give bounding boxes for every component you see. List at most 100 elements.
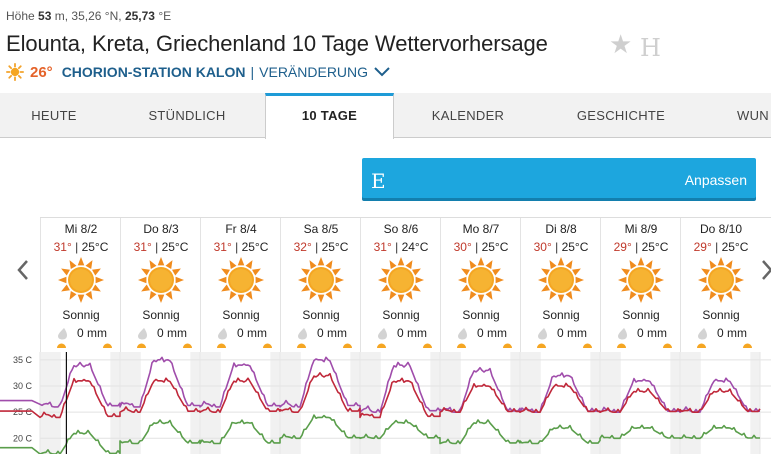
raindrop-icon bbox=[298, 328, 307, 340]
customize-glyph: E bbox=[371, 169, 386, 193]
precip-amount: 0 mm bbox=[397, 326, 427, 340]
sun-icon bbox=[538, 257, 584, 303]
high-temp: 30° bbox=[453, 240, 472, 254]
sunset-icon bbox=[743, 343, 752, 348]
temperature-chart: 35 C 30 C 25 C 20 C bbox=[0, 352, 771, 454]
sunrise-icon bbox=[377, 343, 386, 348]
day-temps: 31° | 25°C bbox=[121, 240, 201, 254]
night-band bbox=[120, 352, 141, 454]
condition: Sonnig bbox=[702, 308, 740, 322]
night-band bbox=[670, 352, 680, 454]
forecast-day[interactable]: So 8/6 31° | 24°C Sonnig 0 mm bbox=[360, 218, 440, 353]
low-temp: 25°C bbox=[241, 240, 269, 254]
temp-separator: | bbox=[75, 240, 82, 254]
sunrise-icon bbox=[217, 343, 226, 348]
y-tick-label: 25 C bbox=[13, 407, 33, 417]
precipitation: 0 mm bbox=[617, 326, 677, 340]
high-temp: 32° bbox=[293, 240, 312, 254]
favorite-star-icon[interactable]: ★ bbox=[609, 29, 633, 59]
tab-geschichte[interactable]: GESCHICHTE bbox=[576, 108, 666, 123]
precip-amount: 0 mm bbox=[317, 326, 347, 340]
precipitation: 0 mm bbox=[697, 326, 757, 340]
chevron-left-icon[interactable] bbox=[16, 259, 30, 281]
forecast-days: Mi 8/2 31° | 25°C Sonnig 0 mm Do 8/3 31°… bbox=[40, 217, 771, 353]
precipitation: 0 mm bbox=[297, 326, 357, 340]
sunset-icon bbox=[583, 343, 592, 348]
y-tick-label: 35 C bbox=[13, 355, 33, 365]
customize-button[interactable]: Anpassen bbox=[684, 172, 747, 188]
forecast-day[interactable]: Mi 8/2 31° | 25°C Sonnig 0 mm bbox=[40, 218, 120, 353]
elevation-value: 53 bbox=[38, 9, 52, 23]
day-name: Mo 8/7 bbox=[462, 222, 500, 236]
night-band bbox=[110, 352, 120, 454]
sunset-icon bbox=[103, 343, 112, 348]
night-band bbox=[360, 352, 381, 454]
day-temps: 31° | 25°C bbox=[201, 240, 281, 254]
low-temp: 25°C bbox=[641, 240, 669, 254]
night-band bbox=[750, 352, 760, 454]
sunset-icon bbox=[663, 343, 672, 348]
temperature-series-line bbox=[0, 414, 760, 454]
forecast-day[interactable]: Do 8/10 29° | 25°C Sonnig 0 mm bbox=[680, 218, 760, 353]
sun-icon bbox=[218, 257, 264, 303]
low-temp: 24°C bbox=[401, 240, 429, 254]
temp-separator: | bbox=[555, 240, 562, 254]
temperature-series-line bbox=[0, 372, 761, 419]
low-temp: 25°C bbox=[81, 240, 109, 254]
elevation-label: Höhe bbox=[6, 9, 35, 23]
condition: Sonnig bbox=[142, 308, 180, 322]
day-temps: 29° | 25°C bbox=[601, 240, 681, 254]
tab-heute[interactable]: HEUTE bbox=[31, 108, 77, 123]
high-temp: 31° bbox=[373, 240, 392, 254]
high-temp: 31° bbox=[53, 240, 72, 254]
high-temp: 29° bbox=[693, 240, 712, 254]
forecast-day[interactable]: Di 8/8 30° | 25°C Sonnig 0 mm bbox=[520, 218, 600, 353]
precipitation: 0 mm bbox=[537, 326, 597, 340]
change-station-link[interactable]: VERÄNDERUNG bbox=[259, 64, 369, 80]
customize-bar[interactable]: E Anpassen bbox=[362, 158, 756, 198]
day-temps: 31° | 25°C bbox=[41, 240, 121, 254]
chevron-right-icon[interactable] bbox=[760, 259, 771, 281]
current-temperature: 26° bbox=[30, 63, 53, 81]
tab-wunderground[interactable]: WUN bbox=[737, 108, 769, 123]
forecast-day[interactable]: Do 8/3 31° | 25°C Sonnig 0 mm bbox=[120, 218, 200, 353]
y-tick-label: 20 C bbox=[13, 433, 33, 443]
condition: Sonnig bbox=[302, 308, 340, 322]
temp-separator: | bbox=[635, 240, 642, 254]
forecast-day[interactable]: Mi 8/9 29° | 25°C Sonnig 0 mm bbox=[600, 218, 680, 353]
sunset-icon bbox=[263, 343, 272, 348]
day-temps: 31° | 24°C bbox=[361, 240, 441, 254]
forecast-day[interactable]: Fr 8/4 31° | 25°C Sonnig 0 mm bbox=[200, 218, 280, 353]
day-name: Do 8/10 bbox=[699, 222, 743, 236]
separator: | bbox=[250, 64, 255, 80]
condition: Sonnig bbox=[462, 308, 500, 322]
tab-stuendlich[interactable]: STÜNDLICH bbox=[148, 108, 226, 123]
sunrise-icon bbox=[297, 343, 306, 348]
condition: Sonnig bbox=[222, 308, 260, 322]
precip-amount: 0 mm bbox=[477, 326, 507, 340]
high-temp: 29° bbox=[613, 240, 632, 254]
day-name: Mi 8/2 bbox=[64, 222, 98, 236]
sun-icon bbox=[378, 257, 424, 303]
raindrop-icon bbox=[698, 328, 707, 340]
forecast-day[interactable]: Sa 8/5 32° | 25°C Sonnig 0 mm bbox=[280, 218, 360, 353]
chevron-down-icon[interactable] bbox=[374, 67, 390, 77]
tab-bar: HEUTE STÜNDLICH 10 TAGE KALENDER GESCHIC… bbox=[0, 93, 771, 139]
condition: Sonnig bbox=[382, 308, 420, 322]
latitude: 35,26 °N, bbox=[71, 9, 122, 23]
tab-10-tage[interactable]: 10 TAGE bbox=[265, 93, 394, 139]
night-band bbox=[510, 352, 520, 454]
raindrop-icon bbox=[538, 328, 547, 340]
forecast-day[interactable]: Mo 8/7 30° | 25°C Sonnig 0 mm bbox=[440, 218, 520, 353]
night-band bbox=[280, 352, 301, 454]
low-temp: 25°C bbox=[161, 240, 189, 254]
low-temp: 25°C bbox=[721, 240, 749, 254]
longitude-unit: °E bbox=[158, 9, 172, 23]
condition: Sonnig bbox=[622, 308, 660, 322]
day-name: Sa 8/5 bbox=[303, 222, 339, 236]
precipitation: 0 mm bbox=[217, 326, 277, 340]
station-link[interactable]: CHORION-STATION KALON bbox=[61, 64, 246, 80]
temp-separator: | bbox=[475, 240, 482, 254]
night-band bbox=[430, 352, 440, 454]
tab-kalender[interactable]: KALENDER bbox=[431, 108, 505, 123]
